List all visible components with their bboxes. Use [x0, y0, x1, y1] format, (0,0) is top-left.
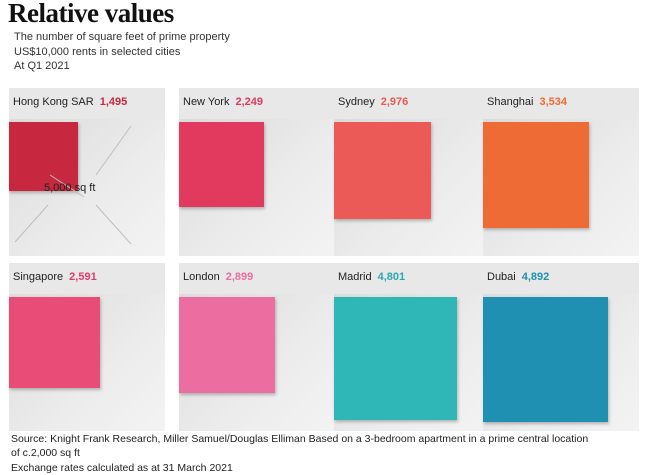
value-label: 4,801: [377, 271, 406, 283]
panel-dubai: Dubai 4,892: [483, 263, 639, 431]
reference-diagonal: [95, 204, 132, 245]
city-label: Sydney: [338, 96, 375, 108]
reference-diagonal: [95, 125, 132, 176]
area-square: [9, 122, 78, 191]
city-label: Dubai: [487, 271, 516, 283]
footer-source: Source: Knight Frank Research, Miller Sa…: [11, 433, 589, 445]
value-label: 2,976: [380, 96, 409, 108]
area-square: [179, 297, 275, 393]
area-square: [179, 122, 264, 207]
panel-header: Hong Kong SAR 1,495: [9, 88, 169, 116]
area-square: [334, 297, 457, 420]
city-label: New York: [183, 96, 230, 108]
reference-label: 5,000 sq ft: [44, 182, 96, 194]
reference-diagonal: [49, 174, 85, 198]
panel-madrid: Madrid 4,801: [334, 263, 490, 431]
subtitle-line-2: US$10,000 rents in selected cities: [14, 45, 181, 58]
value-label: 3,534: [539, 96, 568, 108]
value-label: 2,899: [225, 271, 254, 283]
value-label: 1,495: [99, 96, 128, 108]
chart-title: Relative values: [8, 0, 174, 28]
value-label: 2,591: [69, 271, 97, 283]
panel-singapore: Singapore 2,591: [9, 263, 165, 431]
panel-hong-kong-sar: Hong Kong SAR 1,495 5,000 sq ft: [9, 88, 165, 256]
area-square: [483, 122, 589, 228]
city-label: Madrid: [338, 271, 372, 283]
chart-subtitle: The number of square feet of prime prope…: [14, 30, 230, 74]
reference-diagonals: [14, 125, 132, 245]
value-label: 2,249: [235, 96, 264, 108]
panel-new-york: New York 2,249: [179, 88, 335, 256]
footer-exchange-note: Exchange rates calculated as at 31 March…: [11, 461, 233, 474]
city-label: Shanghai: [487, 96, 534, 108]
panel-header: Singapore 2,591: [9, 263, 169, 291]
area-square: [483, 297, 608, 422]
city-label: London: [183, 271, 220, 283]
panel-header: London 2,899: [179, 263, 339, 291]
value-label: 4,892: [521, 271, 550, 283]
city-label: Singapore: [13, 271, 64, 283]
area-square: [334, 122, 431, 219]
panel-header: New York 2,249: [179, 88, 339, 116]
reference-diagonal: [14, 204, 49, 243]
subtitle-line-3: At Q1 2021: [14, 60, 70, 72]
city-label: Hong Kong SAR: [13, 96, 94, 108]
panel-sydney: Sydney 2,976: [334, 88, 490, 256]
footer-source-cont: of c.2,000 sq ft: [11, 447, 80, 460]
panel-london: London 2,899: [179, 263, 335, 431]
panel-header: Sydney 2,976: [334, 88, 494, 116]
panel-header: Madrid 4,801: [334, 263, 494, 291]
panel-header: Shanghai 3,534: [483, 88, 643, 116]
panel-shanghai: Shanghai 3,534: [483, 88, 639, 256]
chart-footer: Source: Knight Frank Research, Miller Sa…: [11, 432, 643, 475]
area-square: [9, 297, 100, 388]
panel-header: Dubai 4,892: [483, 263, 643, 291]
subtitle-line-1: The number of square feet of prime prope…: [14, 31, 230, 43]
